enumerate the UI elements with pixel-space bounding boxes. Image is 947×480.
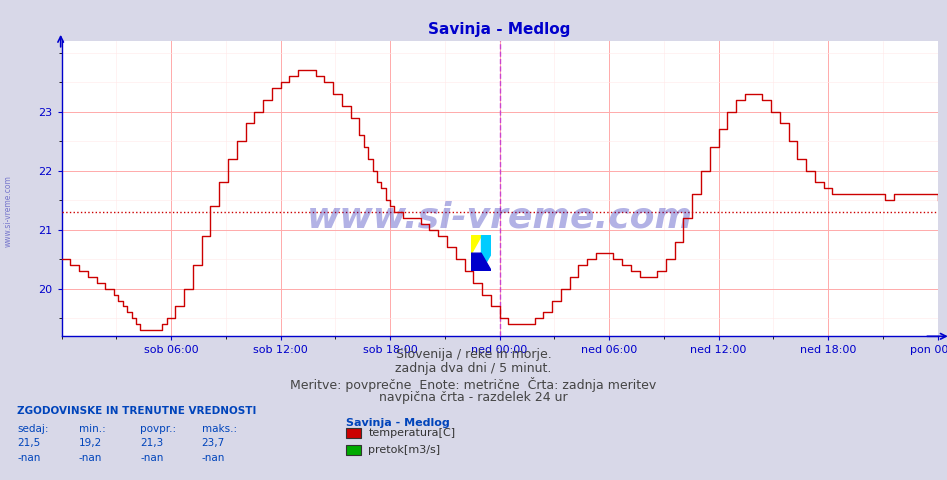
Text: Meritve: povprečne  Enote: metrične  Črta: zadnja meritev: Meritve: povprečne Enote: metrične Črta:…: [291, 377, 656, 392]
Text: maks.:: maks.:: [202, 424, 237, 434]
Text: -nan: -nan: [79, 453, 102, 463]
Text: navpična črta - razdelek 24 ur: navpična črta - razdelek 24 ur: [379, 391, 568, 404]
Text: -nan: -nan: [140, 453, 164, 463]
Text: 21,5: 21,5: [17, 438, 41, 448]
Text: -nan: -nan: [17, 453, 41, 463]
Text: povpr.:: povpr.:: [140, 424, 176, 434]
Text: ZGODOVINSKE IN TRENUTNE VREDNOSTI: ZGODOVINSKE IN TRENUTNE VREDNOSTI: [17, 406, 257, 416]
Text: 23,7: 23,7: [202, 438, 225, 448]
Text: www.si-vreme.com: www.si-vreme.com: [4, 175, 13, 247]
Polygon shape: [471, 253, 491, 271]
Title: Savinja - Medlog: Savinja - Medlog: [428, 22, 571, 37]
Text: temperatura[C]: temperatura[C]: [368, 428, 456, 438]
Text: pretok[m3/s]: pretok[m3/s]: [368, 445, 440, 455]
Text: zadnja dva dni / 5 minut.: zadnja dva dni / 5 minut.: [395, 362, 552, 375]
Text: -nan: -nan: [202, 453, 225, 463]
Text: www.si-vreme.com: www.si-vreme.com: [307, 201, 692, 235]
Polygon shape: [471, 235, 481, 253]
Polygon shape: [481, 235, 491, 253]
Text: Savinja - Medlog: Savinja - Medlog: [346, 418, 450, 428]
Polygon shape: [481, 253, 491, 271]
Text: 19,2: 19,2: [79, 438, 102, 448]
Text: sedaj:: sedaj:: [17, 424, 48, 434]
Polygon shape: [471, 253, 481, 271]
Text: Slovenija / reke in morje.: Slovenija / reke in morje.: [396, 348, 551, 361]
Text: min.:: min.:: [79, 424, 105, 434]
Text: 21,3: 21,3: [140, 438, 164, 448]
